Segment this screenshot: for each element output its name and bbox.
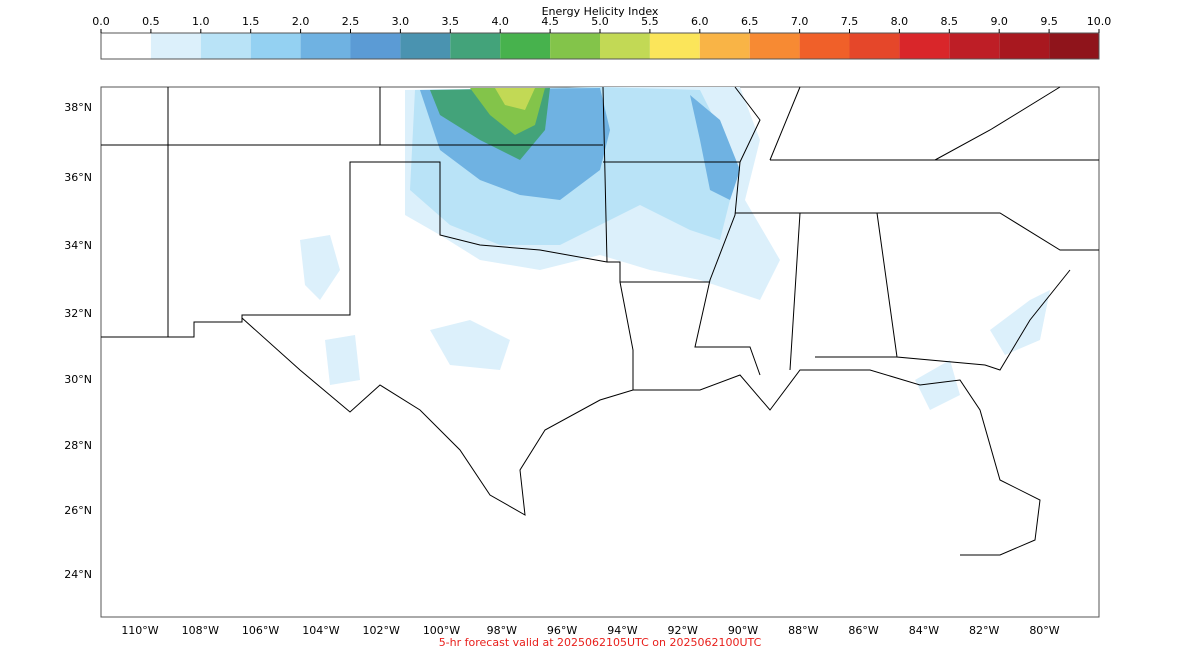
colorbar-segment: [500, 33, 551, 59]
colorbar-segment: [649, 33, 700, 59]
colorbar-tick-label: 3.0: [392, 15, 410, 28]
longitude-label: 90°W: [728, 624, 758, 637]
longitude-label: 82°W: [969, 624, 999, 637]
longitude-label: 86°W: [848, 624, 878, 637]
colorbar-tick-label: 3.5: [442, 15, 460, 28]
longitude-label: 102°W: [363, 624, 400, 637]
latitude-label: 36°N: [64, 171, 92, 184]
longitude-label: 96°W: [547, 624, 577, 637]
colorbar-tick-label: 7.0: [791, 15, 809, 28]
colorbar-segment: [799, 33, 850, 59]
colorbar-tick-label: 5.5: [641, 15, 659, 28]
longitude-label: 110°W: [121, 624, 158, 637]
colorbar-tick-label: 10.0: [1087, 15, 1112, 28]
latitude-label: 32°N: [64, 307, 92, 320]
longitude-label: 84°W: [909, 624, 939, 637]
colorbar-segment: [400, 33, 451, 59]
colorbar-segment: [200, 33, 251, 59]
colorbar-segment: [250, 33, 301, 59]
colorbar-title: Energy Helicity Index: [542, 5, 659, 18]
longitude-label: 106°W: [242, 624, 279, 637]
colorbar-segment: [949, 33, 1000, 59]
latitude-label: 26°N: [64, 504, 92, 517]
longitude-label: 80°W: [1029, 624, 1059, 637]
colorbar-segment: [849, 33, 900, 59]
footer: 5-hr forecast valid at 2025062105UTC on …: [439, 636, 762, 649]
colorbar-segment: [300, 33, 351, 59]
latitude-label: 34°N: [64, 239, 92, 252]
longitude-label: 104°W: [302, 624, 339, 637]
colorbar-segment: [699, 33, 750, 59]
colorbar-tick-label: 2.0: [292, 15, 310, 28]
longitude-label: 94°W: [607, 624, 637, 637]
colorbar-tick-label: 7.5: [841, 15, 859, 28]
colorbar-tick-label: 0.0: [92, 15, 110, 28]
latitude-label: 28°N: [64, 439, 92, 452]
colorbar-segment: [600, 33, 650, 59]
state-borders: [101, 86, 1099, 556]
colorbar-tick-label: 6.5: [741, 15, 759, 28]
longitude-label: 108°W: [182, 624, 219, 637]
colorbar-tick-label: 1.5: [242, 15, 260, 28]
colorbar-tick-label: 0.5: [142, 15, 160, 28]
colorbar: 0.0 0.5 1.0 1.5 2.0 2.5 3.0 3.5 4.0 4.5 5.0 5.5 6.0 6…: [92, 15, 1112, 60]
colorbar-segment: [550, 33, 600, 59]
colorbar-segment: [450, 33, 501, 59]
longitude-label: 98°W: [487, 624, 517, 637]
longitude-labels: 110°W 108°W 106°W 104°W 102°W 100°W 98°W 96°W 94…: [121, 624, 1059, 637]
colorbar-segment: [749, 33, 800, 59]
colorbar-tick-label: 6.0: [691, 15, 709, 28]
colorbar-tick-label: 8.5: [941, 15, 959, 28]
latitude-label: 30°N: [64, 373, 92, 386]
colorbar-segment: [899, 33, 950, 59]
latitude-label: 38°N: [64, 101, 92, 114]
colorbar-tick-label: 5.0: [591, 15, 609, 28]
colorbar-segment: [150, 33, 201, 59]
colorbar-segment: [101, 33, 151, 59]
colorbar-tick-label: 4.5: [541, 15, 559, 28]
longitude-label: 88°W: [788, 624, 818, 637]
map: [100, 86, 1100, 618]
longitude-label: 100°W: [423, 624, 460, 637]
latitude-labels: 38°N 36°N 34°N 32°N 30°N 28°N 26°N 24°N: [64, 101, 92, 581]
colorbar-tick-label: 4.0: [491, 15, 509, 28]
colorbar-segment: [1049, 33, 1099, 59]
colorbar-tick-label: 1.0: [192, 15, 210, 28]
colorbar-tick-label: 9.5: [1040, 15, 1058, 28]
colorbar-segment: [999, 33, 1050, 59]
colorbar-tick-label: 2.5: [342, 15, 360, 28]
colorbar-tick-label: 8.0: [891, 15, 909, 28]
latitude-label: 24°N: [64, 568, 92, 581]
colorbar-segment: [350, 33, 401, 59]
longitude-label: 92°W: [668, 624, 698, 637]
colorbar-tick-label: 9.0: [990, 15, 1008, 28]
